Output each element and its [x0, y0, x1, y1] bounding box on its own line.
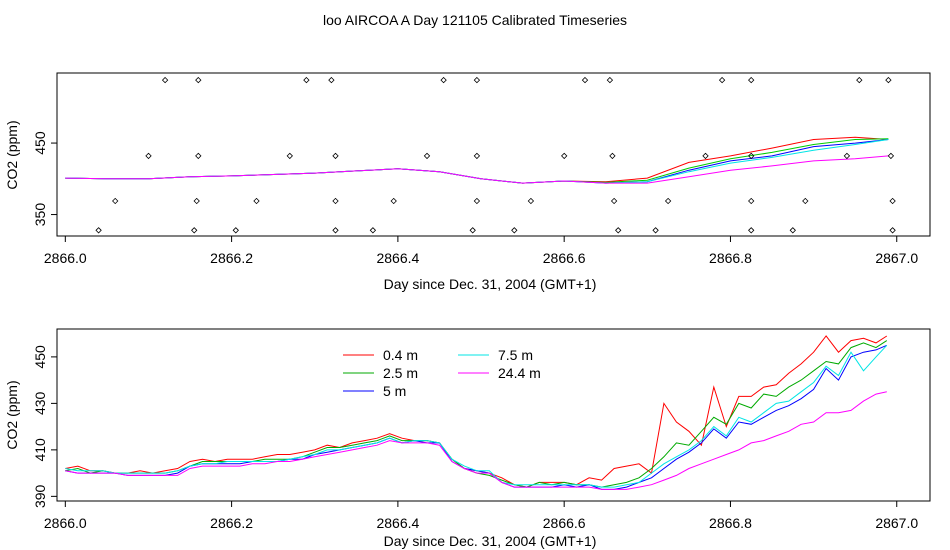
diamond-marker [328, 76, 335, 84]
diamond-marker [802, 197, 809, 205]
x-axis: 2866.0 2866.2 2866.4 2866.6 2866.8 2867.0 [44, 501, 918, 531]
y-axis-label: CO2 (ppm) [4, 380, 20, 449]
diamond-marker [581, 76, 589, 84]
diamond-marker [469, 227, 476, 234]
diamond-marker [473, 76, 481, 84]
x-tick-label: 2866.2 [210, 250, 253, 266]
diamond-marker [511, 227, 518, 234]
y-tick-label: 390 [32, 484, 48, 508]
diamond-marker [232, 227, 239, 234]
series-layer [65, 335, 888, 490]
x-tick-label: 2867.0 [875, 515, 918, 531]
diamond-marker [702, 152, 709, 160]
diamond-marker [286, 152, 293, 160]
diamond-marker [440, 76, 447, 84]
legend-label: 0.4 m [383, 347, 418, 363]
y-tick-label: 410 [32, 438, 48, 462]
plot-frame [56, 328, 931, 502]
diamond-marker [332, 152, 339, 160]
diamond-marker [889, 197, 896, 205]
diamond-marker [193, 197, 200, 205]
x-tick-label: 2866.0 [44, 250, 87, 266]
diamond-marker [195, 152, 202, 160]
series-line-0 [65, 335, 888, 488]
series-layer [65, 136, 889, 184]
diamond-marker [423, 152, 431, 160]
panel-calibrated-detail: 2866.0 2866.2 2866.4 2866.6 2866.8 2867.0 390… [4, 328, 931, 549]
x-axis-label: Day since Dec. 31, 2004 (GMT+1) [384, 276, 597, 292]
diamond-marker [887, 152, 895, 160]
y-axis: 390 410 430 450 [32, 345, 57, 508]
x-tick-label: 2866.6 [543, 250, 586, 266]
legend-label: 2.5 m [383, 365, 418, 381]
y-tick-label: 450 [32, 131, 48, 155]
y-tick-label: 450 [32, 345, 48, 369]
diamond-marker [889, 227, 896, 234]
y-tick-label: 350 [32, 203, 48, 227]
diamond-marker [561, 152, 568, 160]
legend-label: 24.4 m [498, 365, 541, 381]
x-tick-label: 2867.0 [875, 250, 918, 266]
diamond-marker [195, 76, 202, 84]
diamond-marker [303, 76, 310, 84]
series-line-2 [65, 344, 887, 490]
diamond-marker [748, 76, 755, 84]
diamond-marker [610, 197, 618, 205]
x-tick-label: 2866.6 [543, 515, 586, 531]
diamond-marker [191, 227, 198, 234]
series-line-0 [65, 136, 889, 184]
x-tick-label: 2866.0 [44, 515, 87, 531]
y-axis: 350 450 [32, 131, 57, 226]
x-tick-label: 2866.2 [210, 515, 253, 531]
marker-layer [95, 76, 896, 234]
diamond-marker [748, 227, 755, 234]
panel-calibrated-all: 2866.0 2866.2 2866.4 2866.6 2866.8 2867.0 350… [4, 72, 931, 292]
diamond-marker [885, 76, 892, 84]
x-tick-label: 2866.8 [709, 515, 752, 531]
series-line-3 [65, 344, 888, 488]
diamond-marker [664, 197, 672, 205]
diamond-marker [527, 197, 535, 205]
diamond-marker [332, 197, 339, 205]
x-tick-label: 2866.8 [709, 250, 752, 266]
diamond-marker [606, 76, 614, 84]
series-line-4 [65, 155, 889, 184]
x-axis: 2866.0 2866.2 2866.4 2866.6 2866.8 2867.0 [44, 236, 918, 266]
diamond-marker [748, 197, 755, 205]
diamond-marker [473, 197, 481, 205]
y-axis-label: CO2 (ppm) [4, 120, 20, 189]
series-line-4 [65, 391, 887, 490]
legend: 0.4 m 2.5 m 5 m 7.5 m 24.4 m [343, 347, 541, 399]
diamond-marker [615, 227, 622, 234]
diamond-marker [145, 152, 152, 160]
diamond-marker [609, 152, 616, 160]
x-axis-label: Day since Dec. 31, 2004 (GMT+1) [384, 533, 597, 549]
plot-frame [56, 72, 931, 237]
legend-label: 5 m [383, 383, 406, 399]
figure-title: loo AIRCOA A Day 121105 Calibrated Times… [322, 12, 627, 28]
x-tick-label: 2866.4 [376, 515, 419, 531]
diamond-marker [253, 197, 260, 205]
diamond-marker [856, 76, 863, 84]
y-tick-label: 430 [32, 391, 48, 415]
diamond-marker [332, 227, 339, 234]
diamond-marker [369, 227, 377, 234]
diamond-marker [112, 197, 119, 205]
x-tick-label: 2866.4 [376, 250, 419, 266]
diamond-marker [95, 227, 102, 234]
diamond-marker [789, 227, 796, 234]
diamond-marker [161, 76, 169, 84]
diamond-marker [748, 152, 755, 160]
diamond-marker [652, 227, 659, 234]
legend-label: 7.5 m [498, 347, 533, 363]
diamond-marker [843, 152, 851, 160]
diamond-marker [718, 76, 726, 84]
diamond-marker [390, 197, 397, 205]
series-line-1 [65, 340, 888, 488]
diamond-marker [473, 152, 481, 160]
